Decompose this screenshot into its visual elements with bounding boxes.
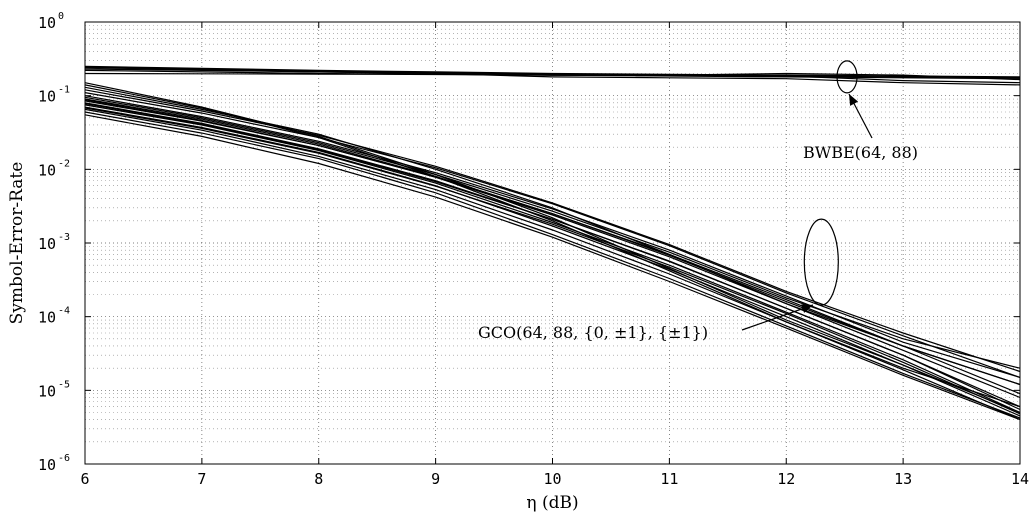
y-tick-label: 10 [38, 14, 56, 32]
bwbe-ellipse [836, 60, 858, 94]
gco-series-line [84, 104, 1021, 414]
gco-arrowhead [801, 304, 813, 313]
x-axis-label: η (dB) [526, 493, 578, 513]
annotations: BWBE(64, 88) GCO(64, 88, {0, ±1}, {±1}) [478, 60, 918, 342]
y-tick-exponent: -1 [58, 85, 70, 96]
gco-series-line [84, 96, 1021, 369]
series-group [84, 65, 1021, 421]
gco-series-line [84, 103, 1021, 411]
gco-series-line [84, 89, 1021, 373]
x-tick-label: 12 [777, 470, 795, 488]
y-tick-label: 10 [38, 235, 56, 253]
gco-series-line [84, 82, 1021, 414]
gco-series-line [84, 107, 1021, 415]
x-axis-ticks: 6 7 8 9 10 11 12 13 14 [80, 22, 1029, 488]
y-tick-exponent: -2 [58, 158, 70, 169]
y-axis-label: Symbol-Error-Rate [7, 162, 27, 325]
y-tick-label: 10 [38, 88, 56, 106]
gco-series-line [84, 92, 1021, 378]
bwbe-arrowhead [849, 94, 859, 106]
gco-annotation: GCO(64, 88, {0, ±1}, {±1}) [478, 323, 708, 342]
bwbe-annotation: BWBE(64, 88) [803, 143, 918, 162]
gco-series-line [84, 95, 1021, 378]
x-tick-label: 9 [431, 470, 440, 488]
gco-series-line [84, 108, 1021, 421]
x-tick-label: 8 [314, 470, 323, 488]
y-tick-exponent: 0 [58, 11, 64, 22]
y-tick-exponent: -5 [58, 379, 70, 390]
x-tick-label: 13 [894, 470, 912, 488]
x-tick-label: 6 [80, 470, 89, 488]
y-tick-exponent: -3 [58, 232, 70, 243]
x-tick-label: 11 [660, 470, 678, 488]
y-tick-label: 10 [38, 382, 56, 400]
grid [84, 21, 1021, 465]
gco-series-line [84, 111, 1021, 419]
gco-series-line [84, 106, 1021, 417]
bwbe-series-line [84, 65, 1021, 78]
bwbe-series-line [84, 66, 1021, 81]
y-tick-label: 10 [38, 161, 56, 179]
gco-series-line [84, 99, 1021, 395]
x-tick-label: 10 [543, 470, 561, 488]
gco-series-line [84, 114, 1021, 421]
bwbe-series-line [84, 72, 1021, 84]
x-tick-label: 14 [1011, 470, 1029, 488]
gco-arrow [741, 304, 814, 331]
y-tick-exponent: -4 [58, 306, 70, 317]
y-tick-exponent: -6 [58, 453, 70, 464]
gco-ellipse [803, 218, 839, 306]
y-tick-label: 10 [38, 309, 56, 327]
gco-series-line [84, 86, 1021, 386]
x-tick-label: 7 [197, 470, 206, 488]
bwbe-series-line [84, 68, 1021, 86]
y-tick-label: 10 [38, 456, 56, 474]
